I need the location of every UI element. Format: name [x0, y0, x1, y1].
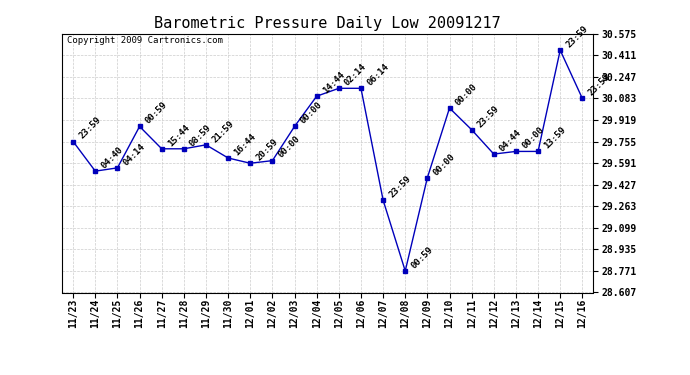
Text: 23:59: 23:59 — [564, 24, 590, 50]
Text: 13:59: 13:59 — [542, 125, 568, 151]
Text: 21:59: 21:59 — [210, 119, 235, 144]
Text: 00:00: 00:00 — [431, 152, 457, 177]
Text: 04:40: 04:40 — [99, 145, 125, 170]
Text: 23:59: 23:59 — [586, 72, 612, 98]
Text: 02:14: 02:14 — [343, 62, 368, 87]
Text: 23:59: 23:59 — [387, 174, 413, 199]
Text: 04:14: 04:14 — [121, 142, 147, 167]
Text: 00:00: 00:00 — [520, 125, 546, 151]
Text: 08:59: 08:59 — [188, 123, 213, 148]
Text: 00:00: 00:00 — [453, 82, 479, 107]
Text: Copyright 2009 Cartronics.com: Copyright 2009 Cartronics.com — [68, 36, 224, 45]
Text: 04:44: 04:44 — [498, 128, 523, 153]
Title: Barometric Pressure Daily Low 20091217: Barometric Pressure Daily Low 20091217 — [155, 16, 501, 31]
Text: 15:44: 15:44 — [166, 123, 191, 148]
Text: 00:59: 00:59 — [144, 100, 169, 126]
Text: 16:44: 16:44 — [233, 132, 257, 157]
Text: 23:59: 23:59 — [476, 104, 501, 129]
Text: 14:44: 14:44 — [321, 70, 346, 95]
Text: 00:00: 00:00 — [277, 135, 302, 160]
Text: 20:59: 20:59 — [255, 137, 280, 162]
Text: 23:59: 23:59 — [77, 116, 103, 141]
Text: 00:00: 00:00 — [299, 100, 324, 126]
Text: 06:14: 06:14 — [365, 62, 391, 87]
Text: 00:59: 00:59 — [409, 245, 435, 270]
